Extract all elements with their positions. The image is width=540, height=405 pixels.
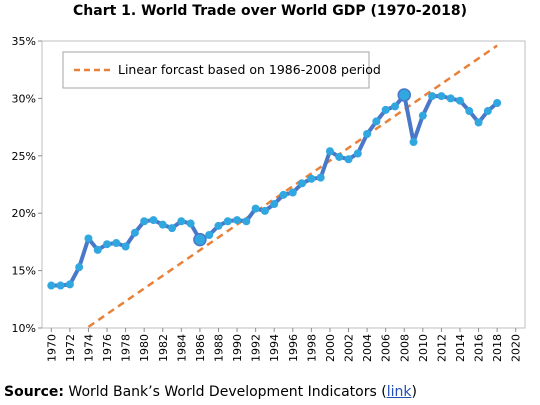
x-tick-label: 2018 bbox=[491, 334, 504, 362]
source-close: ) bbox=[411, 384, 417, 400]
data-point bbox=[93, 245, 102, 254]
data-point bbox=[121, 242, 130, 251]
x-tick-label: 1990 bbox=[231, 334, 244, 362]
x-tick-label: 1972 bbox=[64, 334, 77, 362]
x-tick-label: 1998 bbox=[305, 334, 318, 362]
data-point bbox=[270, 200, 279, 209]
x-tick-label: 2002 bbox=[343, 334, 356, 362]
x-tick-label: 2020 bbox=[510, 334, 523, 362]
data-point bbox=[112, 239, 121, 248]
source-note: Source: World Bank’s World Development I… bbox=[4, 384, 417, 400]
source-link[interactable]: link bbox=[386, 384, 412, 400]
data-point bbox=[397, 88, 411, 102]
data-point bbox=[363, 129, 372, 138]
data-point bbox=[223, 217, 232, 226]
axes: 10% 15% 20% 25% 30% 35% 1970 1972 1974 1976 1978 19… bbox=[12, 35, 526, 362]
data-point bbox=[149, 216, 158, 225]
data-point bbox=[353, 149, 362, 158]
y-tick-label: 15% bbox=[12, 265, 36, 278]
y-tick-label: 20% bbox=[12, 207, 36, 220]
x-tick-label: 2014 bbox=[454, 334, 467, 362]
source-label: Source: bbox=[4, 384, 64, 400]
data-point bbox=[56, 281, 65, 290]
data-point bbox=[446, 94, 455, 103]
plot-frame bbox=[41, 40, 526, 329]
y-tick-label: 25% bbox=[12, 150, 36, 163]
x-tick-label: 2000 bbox=[324, 334, 337, 362]
data-point bbox=[325, 147, 334, 156]
series-layer bbox=[47, 88, 502, 290]
data-point bbox=[428, 92, 437, 101]
x-tick-label: 1984 bbox=[175, 334, 188, 362]
data-point bbox=[75, 263, 84, 272]
x-tick-label: 1980 bbox=[138, 334, 151, 362]
data-point bbox=[47, 281, 56, 290]
x-tick-label: 2016 bbox=[473, 334, 486, 362]
data-point bbox=[130, 228, 139, 237]
data-point bbox=[409, 138, 418, 147]
x-tick-label: 1978 bbox=[120, 334, 133, 362]
data-point bbox=[418, 111, 427, 120]
legend: Linear forcast based on 1986-2008 period bbox=[62, 51, 381, 89]
trend-line-layer bbox=[87, 44, 498, 328]
x-tick-label: 2008 bbox=[398, 334, 411, 362]
y-tick-label: 30% bbox=[12, 92, 36, 105]
data-point bbox=[260, 206, 269, 215]
x-tick-label: 1992 bbox=[250, 334, 263, 362]
data-point bbox=[455, 96, 464, 105]
x-tick-label: 2012 bbox=[435, 334, 448, 362]
legend-trend-label: Linear forcast based on 1986-2008 period bbox=[118, 62, 381, 77]
data-point bbox=[193, 232, 207, 247]
data-point bbox=[279, 190, 288, 199]
x-tick-label: 1994 bbox=[268, 334, 281, 362]
data-point bbox=[103, 240, 112, 249]
x-tick-label: 2004 bbox=[361, 334, 374, 362]
x-tick-label: 1982 bbox=[157, 334, 170, 362]
chart-title: Chart 1. World Trade over World GDP (197… bbox=[73, 3, 467, 19]
x-tick-label: 2006 bbox=[380, 334, 393, 362]
data-point bbox=[381, 105, 390, 114]
x-tick-label: 1996 bbox=[287, 334, 300, 362]
x-tick-label: 2010 bbox=[417, 334, 430, 362]
data-point bbox=[214, 221, 223, 230]
data-point bbox=[65, 280, 74, 289]
trend-line bbox=[87, 44, 498, 328]
data-point bbox=[288, 188, 297, 197]
x-tick-label: 1976 bbox=[101, 334, 114, 362]
x-tick-label: 1986 bbox=[194, 334, 207, 362]
data-point bbox=[344, 155, 353, 164]
y-tick-label: 35% bbox=[12, 35, 36, 48]
data-point bbox=[186, 219, 195, 228]
data-point bbox=[335, 152, 344, 161]
data-point bbox=[493, 98, 502, 107]
data-point bbox=[474, 118, 483, 127]
data-point bbox=[251, 204, 260, 213]
data-point bbox=[205, 231, 214, 240]
data-point bbox=[316, 173, 325, 182]
data-point bbox=[84, 234, 93, 243]
data-point bbox=[372, 117, 381, 126]
data-point bbox=[233, 216, 242, 225]
data-point bbox=[307, 174, 316, 183]
x-tick-label: 1970 bbox=[45, 334, 58, 362]
data-point bbox=[168, 224, 177, 233]
data-point bbox=[465, 107, 474, 116]
x-tick-label: 1988 bbox=[212, 334, 225, 362]
data-point bbox=[242, 217, 251, 226]
data-point bbox=[390, 102, 399, 111]
data-point bbox=[177, 217, 186, 226]
y-tick-label: 10% bbox=[12, 322, 36, 335]
data-point bbox=[140, 217, 149, 226]
legend-box bbox=[62, 51, 370, 89]
data-point bbox=[483, 107, 492, 116]
x-tick-label: 1974 bbox=[82, 334, 95, 362]
data-point bbox=[298, 179, 307, 188]
source-text: World Bank’s World Development Indicator… bbox=[68, 384, 387, 400]
data-point bbox=[158, 220, 167, 229]
series-line bbox=[51, 93, 499, 288]
data-point bbox=[437, 92, 446, 101]
